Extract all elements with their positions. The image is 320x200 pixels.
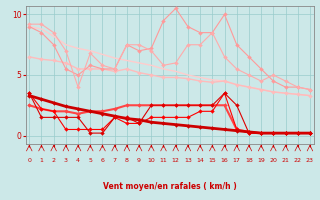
X-axis label: Vent moyen/en rafales ( km/h ): Vent moyen/en rafales ( km/h ) — [103, 182, 236, 191]
